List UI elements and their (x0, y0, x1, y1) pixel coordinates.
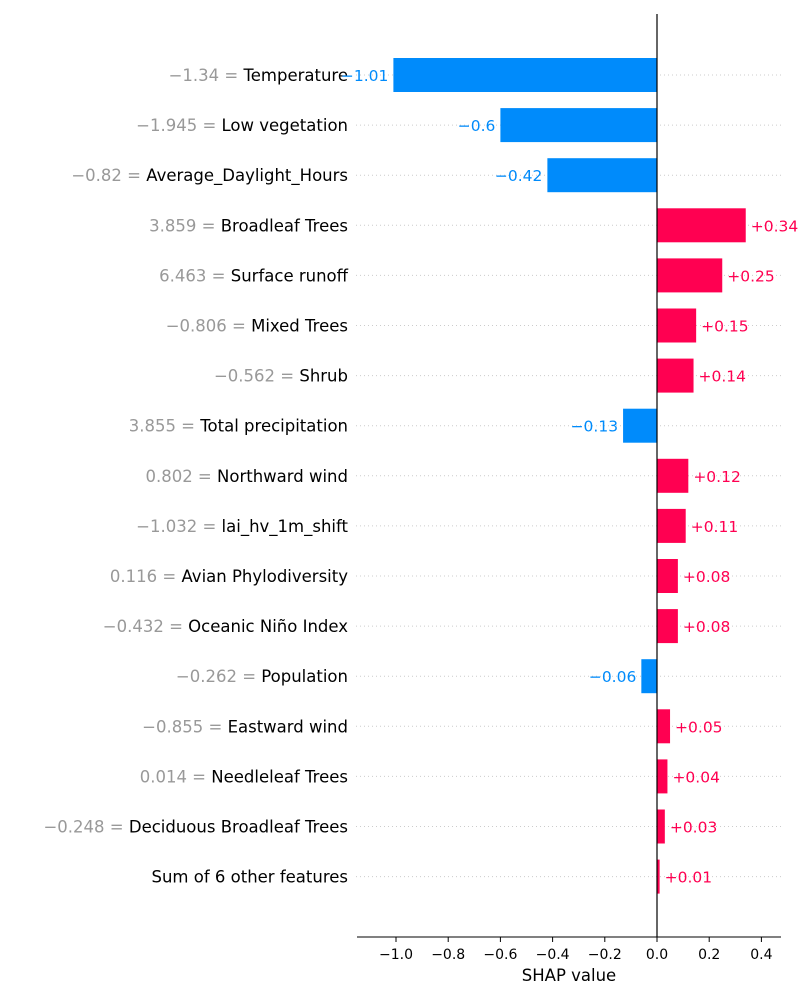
bar-value-label: −0.6 (458, 117, 496, 135)
row-label: 3.859 = Broadleaf Trees (149, 216, 348, 235)
bar-value-label: +0.34 (751, 217, 799, 235)
feature-name: Total precipitation (199, 417, 348, 436)
feature-value: 6.463 = (159, 266, 231, 285)
bar-value-label: −0.42 (495, 167, 543, 185)
feature-name: lai_hv_1m_shift (222, 517, 349, 537)
row-label: 6.463 = Surface runoff (159, 266, 348, 285)
bar-value-label: −0.06 (589, 668, 637, 686)
feature-value: −1.945 = (136, 116, 221, 135)
bar-positive (657, 208, 746, 243)
bar-positive (657, 809, 665, 844)
feature-value: 0.802 = (145, 467, 217, 486)
row-label: −1.945 = Low vegetation (136, 116, 348, 135)
bar-value-label: +0.11 (691, 518, 739, 536)
row-label: 0.014 = Needleleaf Trees (140, 767, 348, 786)
feature-name: Avian Phylodiversity (181, 567, 348, 586)
bar-value-label: +0.25 (727, 267, 775, 285)
bars (393, 58, 746, 894)
bar-positive (657, 308, 697, 343)
row-label: −0.248 = Deciduous Broadleaf Trees (43, 818, 348, 837)
feature-value: 0.014 = (140, 767, 212, 786)
bar-value-label: −1.01 (341, 67, 389, 85)
bar-positive (657, 258, 723, 293)
bar-negative (393, 58, 657, 92)
bar-value-label: +0.15 (701, 318, 749, 336)
feature-value: −0.562 = (214, 367, 299, 386)
row-label: 3.855 = Total precipitation (129, 417, 348, 436)
bar-value-label: +0.12 (693, 468, 741, 486)
bar-negative (641, 659, 657, 694)
bar-positive (657, 559, 678, 593)
feature-name: Mixed Trees (251, 317, 348, 336)
feature-value: −0.432 = (103, 617, 188, 636)
x-tick-label: 0.4 (750, 947, 772, 963)
bar-negative (500, 108, 657, 143)
bar-positive (657, 859, 660, 894)
feature-name: Low vegetation (222, 116, 348, 135)
x-tick-label: −0.2 (588, 947, 622, 963)
feature-name: Needleleaf Trees (211, 767, 348, 786)
row-label: −0.806 = Mixed Trees (166, 317, 348, 336)
feature-value: −0.855 = (142, 717, 227, 736)
feature-name: Eastward wind (228, 717, 348, 736)
bar-value-label: +0.08 (683, 568, 731, 586)
x-axis-title: SHAP value (522, 966, 616, 985)
feature-value: −0.248 = (43, 818, 128, 837)
feature-name: Average_Daylight_Hours (146, 166, 348, 186)
bar-value-label: −0.13 (571, 418, 619, 436)
x-tick-label: −0.6 (483, 947, 517, 963)
feature-value: −0.806 = (166, 317, 251, 336)
feature-value: −1.34 = (169, 66, 244, 85)
row-label: −0.855 = Eastward wind (142, 717, 348, 736)
x-tick-label: 0.0 (646, 947, 668, 963)
bar-value-label: +0.03 (670, 819, 718, 837)
feature-name: Deciduous Broadleaf Trees (129, 818, 348, 837)
row-label: −0.82 = Average_Daylight_Hours (71, 166, 348, 186)
feature-name: Temperature (242, 66, 348, 85)
feature-value: −1.032 = (136, 517, 221, 536)
feature-name: Shrub (299, 367, 348, 386)
feature-name: Population (261, 667, 348, 686)
row-label: −0.262 = Population (176, 667, 348, 686)
feature-value: 3.855 = (129, 417, 201, 436)
feature-name: Oceanic Niño Index (188, 617, 348, 636)
bar-value-label: +0.04 (672, 768, 720, 786)
row-label: 0.802 = Northward wind (145, 467, 348, 486)
feature-value: 0.116 = (110, 567, 182, 586)
row-label: −1.032 = lai_hv_1m_shift (136, 517, 348, 537)
bar-positive (657, 508, 686, 543)
bar-positive (657, 458, 689, 493)
feature-name: Broadleaf Trees (221, 216, 348, 235)
feature-name: Surface runoff (231, 266, 349, 285)
feature-value: 3.859 = (149, 216, 221, 235)
bar-positive (657, 358, 694, 393)
x-tick-label: −0.4 (536, 947, 570, 963)
bar-value-label: +0.08 (683, 618, 731, 636)
feature-value: −0.82 = (71, 166, 146, 185)
bar-negative (623, 408, 657, 443)
bar-value-label: +0.14 (699, 368, 747, 386)
bar-negative (547, 158, 657, 193)
bar-positive (657, 609, 678, 644)
bar-positive (657, 709, 671, 744)
x-tick-label: −0.8 (431, 947, 465, 963)
bar-value-labels: −1.01 −0.6 −0.42 +0.34 +0.25 +0.15 +0.14 −0.13 +… (341, 67, 798, 887)
bar-value-label: +0.05 (675, 718, 723, 736)
row-label: −0.432 = Oceanic Niño Index (103, 617, 348, 636)
row-labels: −1.34 = Temperature −1.945 = Low vegetati… (43, 66, 348, 887)
row-label: −0.562 = Shrub (214, 367, 348, 386)
bar-positive (657, 759, 668, 794)
row-label: 0.116 = Avian Phylodiversity (110, 567, 348, 586)
feature-name: Northward wind (217, 467, 348, 486)
row-label: −1.34 = Temperature (169, 66, 348, 85)
x-axis: −1.0 −0.8 −0.6 −0.4 −0.2 0.0 0.2 0.4 (357, 936, 781, 963)
x-tick-label: 0.2 (698, 947, 720, 963)
feature-value: −0.262 = (176, 667, 261, 686)
bar-value-label: +0.01 (665, 869, 713, 887)
x-tick-label: −1.0 (379, 947, 413, 963)
row-label: Sum of 6 other features (151, 868, 348, 887)
feature-name: Sum of 6 other features (151, 868, 348, 887)
